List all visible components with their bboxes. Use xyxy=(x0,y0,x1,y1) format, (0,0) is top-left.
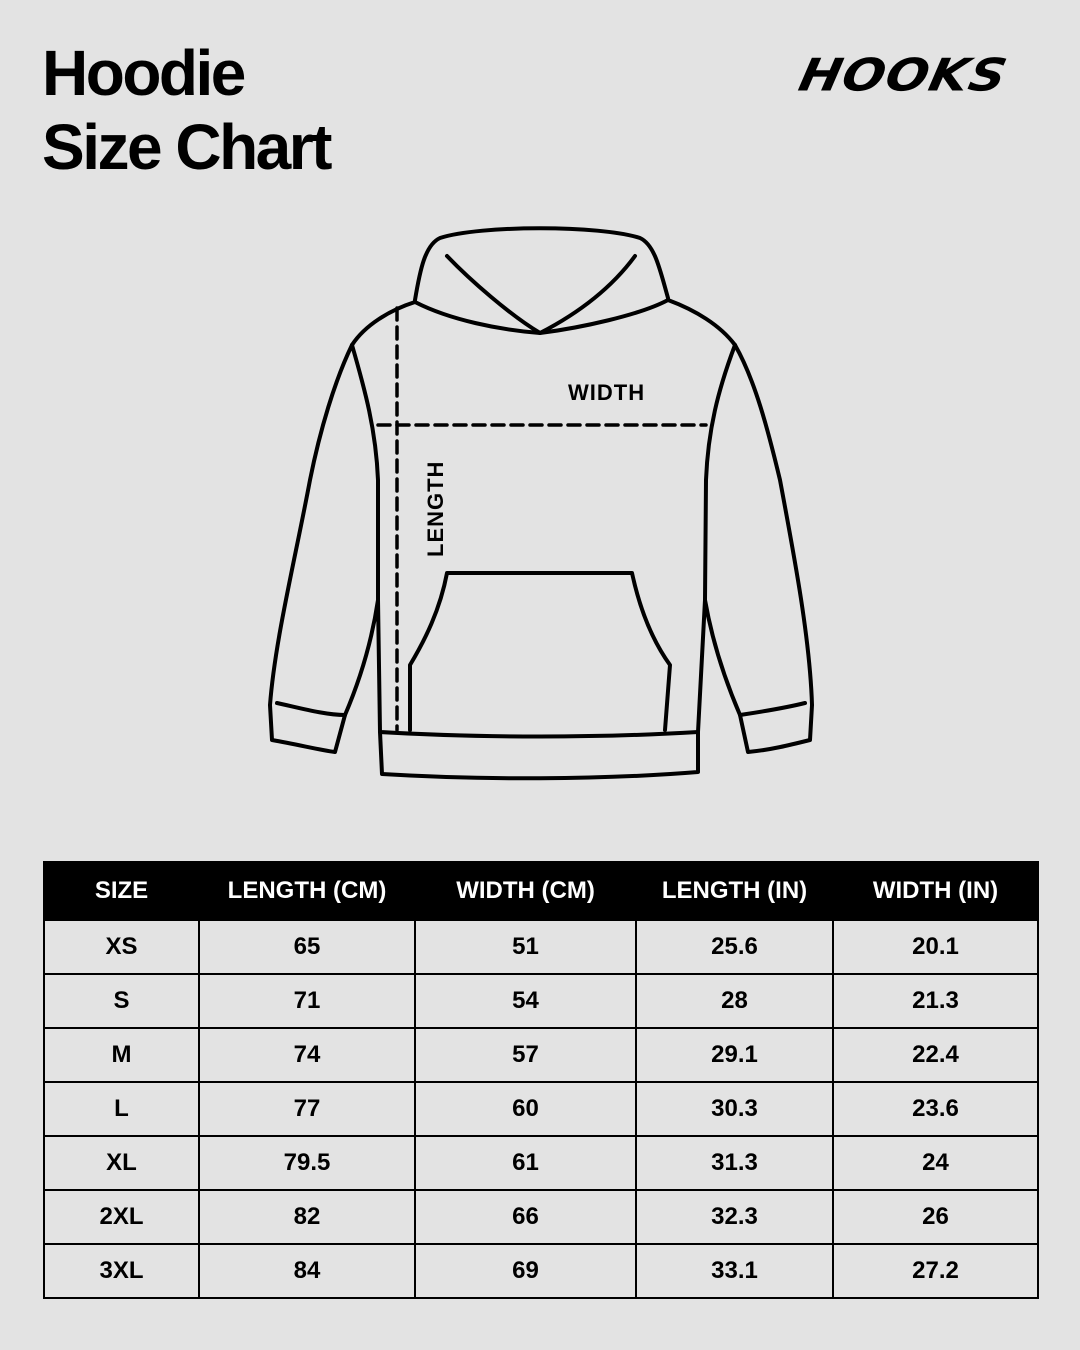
cell-size: M xyxy=(43,1027,200,1083)
table-row: 3XL 84 69 33.1 27.2 xyxy=(43,1243,1039,1299)
left-cuff-line xyxy=(275,701,347,717)
cell-width-in: 26 xyxy=(832,1189,1039,1245)
page-title: Hoodie Size Chart xyxy=(42,36,332,184)
cell-size: 2XL xyxy=(43,1189,200,1245)
cell-size: XS xyxy=(43,919,200,975)
cell-length-in: 33.1 xyxy=(635,1243,834,1299)
body-outline xyxy=(268,298,814,754)
cell-width-cm: 69 xyxy=(414,1243,637,1299)
hoodie-diagram: WIDTH LENGTH xyxy=(268,226,814,781)
cell-length-in: 32.3 xyxy=(635,1189,834,1245)
table-row: M 74 57 29.1 22.4 xyxy=(43,1027,1039,1083)
length-label: LENGTH xyxy=(423,461,448,557)
left-arm-seam xyxy=(350,343,380,602)
cell-width-in: 21.3 xyxy=(832,973,1039,1029)
cell-length-cm: 82 xyxy=(198,1189,416,1245)
table-header-row: SIZE LENGTH (CM) WIDTH (CM) LENGTH (IN) … xyxy=(43,861,1039,921)
cell-length-cm: 65 xyxy=(198,919,416,975)
cell-width-cm: 61 xyxy=(414,1135,637,1191)
table-row: S 71 54 28 21.3 xyxy=(43,973,1039,1029)
cell-width-cm: 60 xyxy=(414,1081,637,1137)
cell-length-in: 25.6 xyxy=(635,919,834,975)
header-size: SIZE xyxy=(43,861,200,921)
cell-length-in: 31.3 xyxy=(635,1135,834,1191)
cell-width-cm: 57 xyxy=(414,1027,637,1083)
cell-length-cm: 74 xyxy=(198,1027,416,1083)
cell-width-in: 20.1 xyxy=(832,919,1039,975)
header-width-in: WIDTH (IN) xyxy=(832,861,1039,921)
cell-length-cm: 84 xyxy=(198,1243,416,1299)
hood-outline xyxy=(413,226,670,302)
header-width-cm: WIDTH (CM) xyxy=(414,861,637,921)
cell-size: L xyxy=(43,1081,200,1137)
cell-width-cm: 51 xyxy=(414,919,637,975)
cell-size: S xyxy=(43,973,200,1029)
width-label: WIDTH xyxy=(568,380,645,405)
cell-width-in: 23.6 xyxy=(832,1081,1039,1137)
right-arm-seam xyxy=(703,343,737,602)
cell-length-in: 29.1 xyxy=(635,1027,834,1083)
cell-width-cm: 54 xyxy=(414,973,637,1029)
title-line-1: Hoodie xyxy=(42,37,246,109)
cell-width-in: 24 xyxy=(832,1135,1039,1191)
table-row: L 77 60 30.3 23.6 xyxy=(43,1081,1039,1137)
cell-length-cm: 77 xyxy=(198,1081,416,1137)
right-cuff-line xyxy=(738,701,807,717)
cell-length-in: 28 xyxy=(635,973,834,1029)
title-line-2: Size Chart xyxy=(42,111,332,183)
cell-length-in: 30.3 xyxy=(635,1081,834,1137)
header-length-in: LENGTH (IN) xyxy=(635,861,834,921)
cell-width-in: 22.4 xyxy=(832,1027,1039,1083)
cell-width-cm: 66 xyxy=(414,1189,637,1245)
cell-length-cm: 79.5 xyxy=(198,1135,416,1191)
size-table: SIZE LENGTH (CM) WIDTH (CM) LENGTH (IN) … xyxy=(43,861,1039,1299)
neckline xyxy=(413,298,670,335)
cell-size: XL xyxy=(43,1135,200,1191)
cell-width-in: 27.2 xyxy=(832,1243,1039,1299)
kangaroo-pocket xyxy=(408,571,672,732)
table-row: XL 79.5 61 31.3 24 xyxy=(43,1135,1039,1191)
table-row: 2XL 82 66 32.3 26 xyxy=(43,1189,1039,1245)
table-row: XS 65 51 25.6 20.1 xyxy=(43,919,1039,975)
header-length-cm: LENGTH (CM) xyxy=(198,861,416,921)
waistband xyxy=(378,730,700,781)
cell-size: 3XL xyxy=(43,1243,200,1299)
cell-length-cm: 71 xyxy=(198,973,416,1029)
